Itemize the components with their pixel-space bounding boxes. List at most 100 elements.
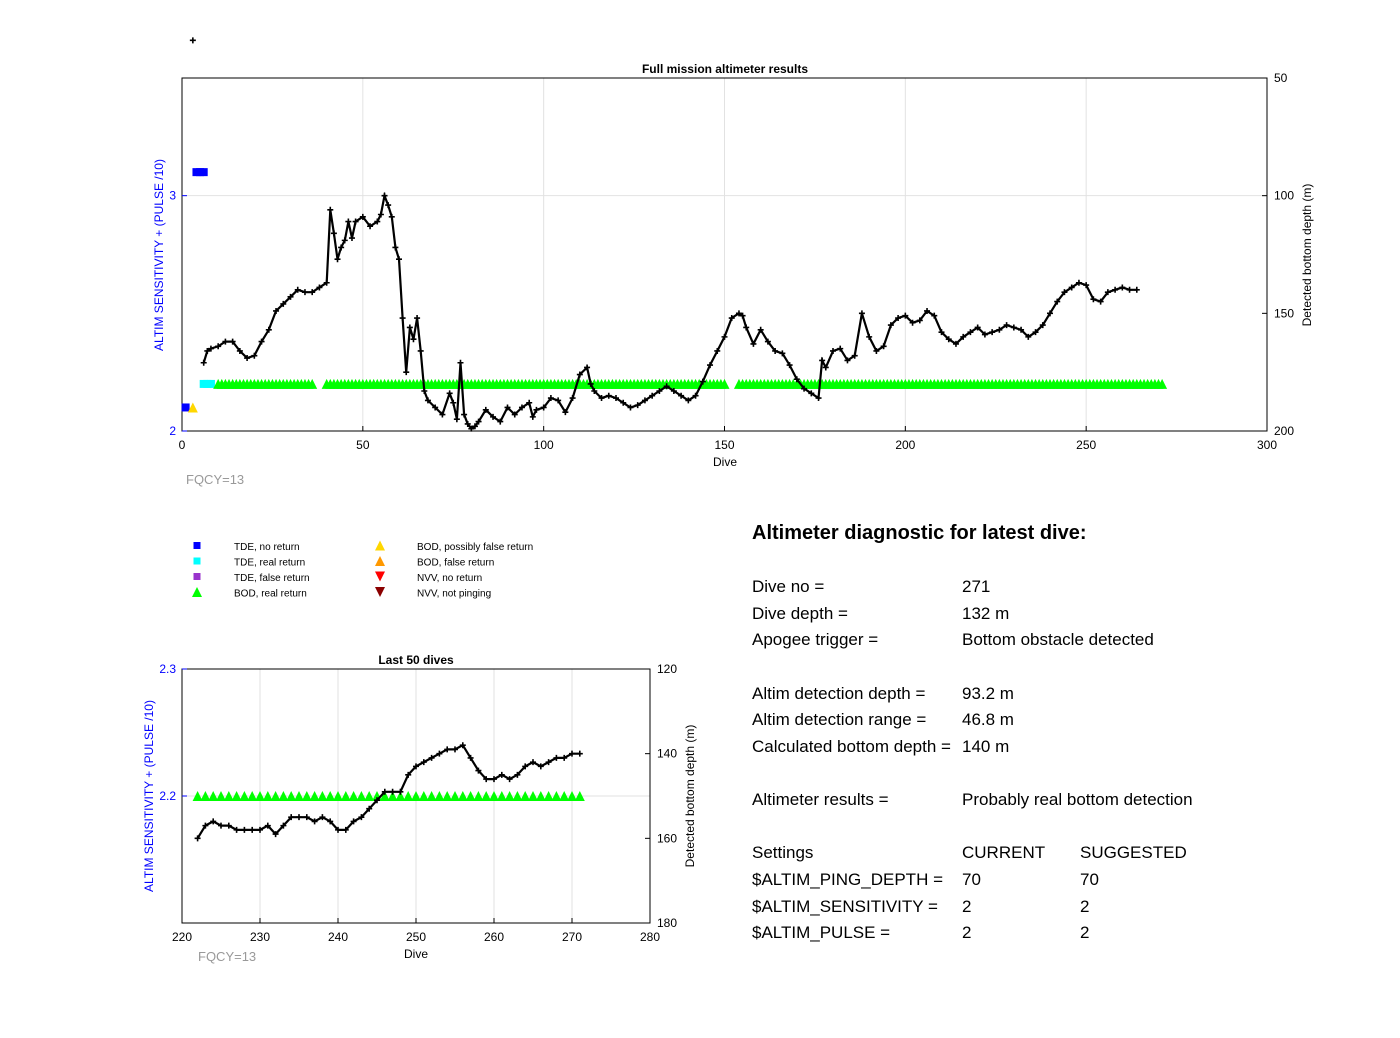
settings-row: $ALTIM_PULSE = 2 2 (752, 923, 1089, 943)
diagnostic-row: Dive depth = 132 m (752, 604, 1009, 624)
bottom-depth-point (396, 256, 402, 263)
x-tick-label: 270 (562, 930, 582, 944)
bottom-depth-point (815, 395, 822, 402)
bottom-depth-point (432, 404, 439, 411)
x-tick-label: 300 (1257, 438, 1277, 452)
bottom-depth-point (1032, 329, 1039, 336)
bottom-depth-point (210, 818, 217, 825)
settings-row-value: 70 (962, 870, 981, 889)
settings-row: $ALTIM_PING_DEPTH = 70 70 (752, 870, 1099, 890)
bod-real-marker (551, 791, 562, 801)
y-right-tick-label: 120 (657, 662, 677, 676)
bottom-depth-point (316, 284, 323, 291)
bottom-depth-point (264, 822, 271, 829)
settings-row-label: $ALTIM_PULSE = (752, 923, 891, 942)
bottom-depth-point (793, 376, 800, 383)
bottom-depth-point (204, 347, 211, 354)
bod-real-marker (200, 791, 211, 801)
bod-real-marker (567, 791, 577, 801)
bottom-depth-point (424, 397, 431, 404)
bottom-depth-point (327, 206, 334, 213)
bottom-depth-point (345, 218, 352, 225)
bottom-depth-point (819, 357, 826, 364)
x-tick-label: 0 (179, 438, 186, 452)
bottom-depth-point (452, 746, 458, 753)
bottom-depth-point (1083, 282, 1090, 289)
bottom-depth-point (229, 338, 236, 345)
legend-label: TDE, no return (234, 542, 300, 553)
diagnostic-row: Altimeter results = Probably real bottom … (752, 790, 1193, 810)
legend-label: NVV, no return (417, 573, 482, 584)
bottom-depth-point (459, 742, 466, 749)
bottom-depth-point (1018, 326, 1025, 333)
bottom-depth-point (467, 754, 474, 761)
x-tick-label: 250 (406, 930, 426, 944)
bottom-depth-point (319, 814, 326, 821)
last-fqcy: FQCY=13 (198, 949, 256, 964)
diagnostic-row-value: 93.2 m (962, 684, 1014, 703)
bottom-depth-point (446, 390, 453, 397)
bottom-depth-point (735, 310, 742, 317)
bottom-depth-point (518, 404, 525, 411)
bottom-depth-point (1003, 322, 1010, 329)
diagnostic-row-value: 140 m (962, 737, 1010, 756)
bottom-depth-point (779, 350, 786, 357)
bottom-depth-point (692, 392, 699, 399)
bottom-depth-point (989, 329, 996, 336)
y-left-tick-label: 2.3 (159, 662, 176, 676)
bottom-depth-point (497, 418, 504, 425)
bod-real-marker (208, 791, 219, 801)
bottom-depth-point (1061, 289, 1068, 296)
legend-label: TDE, false return (234, 573, 310, 584)
tde-marker (181, 403, 190, 412)
bod-real-marker (528, 791, 538, 801)
diagnostic-panel: Altimeter diagnostic for latest dive: Di… (752, 522, 1352, 942)
bottom-depth-point (464, 420, 471, 427)
bottom-depth-point (743, 324, 750, 331)
bottom-depth-point (757, 326, 764, 333)
bottom-depth-point (561, 754, 568, 761)
bottom-depth-point (257, 826, 263, 833)
bottom-depth-point (461, 411, 468, 418)
bottom-depth-point (924, 307, 931, 314)
legend-marker (192, 587, 202, 597)
bottom-depth-point (265, 326, 272, 333)
bottom-depth-point (974, 324, 981, 331)
bottom-depth-point (294, 286, 301, 293)
bottom-depth-point (258, 338, 265, 345)
bottom-depth-point (649, 392, 656, 399)
bottom-depth-point (511, 411, 518, 418)
bottom-depth-point (530, 759, 536, 766)
bottom-depth-point (280, 822, 287, 829)
bod-real-marker (426, 791, 437, 801)
bottom-depth-point (931, 312, 938, 319)
bod-real-marker (489, 791, 499, 801)
bod-real-marker (262, 791, 273, 801)
diagnostic-row-label: Dive no = (752, 577, 825, 596)
bottom-depth-point (403, 369, 410, 376)
legend-label: TDE, real return (234, 558, 305, 569)
bottom-depth-point (634, 402, 641, 409)
bod-real-marker (294, 791, 304, 801)
x-tick-label: 260 (484, 930, 504, 944)
bod-real-marker (307, 378, 318, 389)
bottom-depth-point (374, 797, 380, 804)
bottom-depth-point (605, 392, 612, 399)
bottom-depth-point (280, 300, 287, 307)
bottom-depth-point (866, 333, 873, 340)
main-x-axis-label: Dive (713, 455, 737, 469)
bottom-depth-point (656, 387, 663, 394)
diagnostic-row-label: Altimeter results = (752, 790, 889, 809)
y-right-tick-label: 100 (1274, 189, 1294, 203)
settings-header: Settings CURRENT SUGGESTED (752, 843, 1187, 863)
bottom-depth-point (613, 395, 619, 402)
bottom-depth-point (244, 355, 251, 362)
bod-real-marker (255, 791, 265, 801)
bottom-depth-point (598, 395, 605, 402)
bottom-depth-point (241, 826, 248, 833)
legend: TDE, no return TDE, real return TDE, false… (192, 540, 533, 600)
bod-real-marker (1157, 378, 1168, 389)
settings-row-value: 2 (962, 896, 972, 916)
bottom-depth-point (377, 211, 384, 218)
main-y-left-label: ALTIM SENSITIVITY + (PULSE /10) (152, 159, 166, 351)
